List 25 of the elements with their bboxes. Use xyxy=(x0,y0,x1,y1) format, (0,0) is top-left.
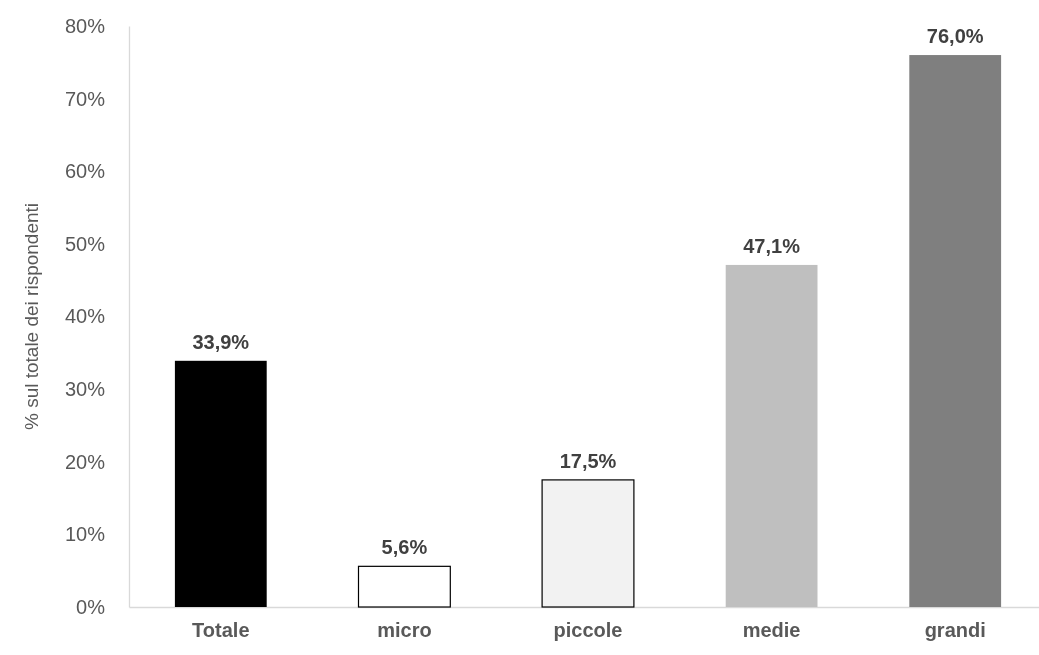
y-tick-label: 70% xyxy=(64,87,106,110)
y-tick-label: 40% xyxy=(64,305,106,328)
y-tick-label: 50% xyxy=(64,232,106,255)
y-tick-label: 20% xyxy=(64,450,106,473)
x-tick-label: Totale xyxy=(192,619,250,642)
bar xyxy=(909,55,1002,607)
data-label: 47,1% xyxy=(743,234,801,257)
data-label: 33,9% xyxy=(192,330,250,353)
y-tick-label: 0% xyxy=(76,595,106,618)
y-tick-label: 30% xyxy=(64,378,106,401)
y-axis-title: % sul totale dei rispondenti xyxy=(21,202,42,431)
data-label: 76,0% xyxy=(926,25,984,48)
x-tick-label: piccole xyxy=(553,619,623,642)
data-label: 5,6% xyxy=(381,536,428,559)
y-tick-label: 60% xyxy=(64,160,106,183)
y-tick-label: 10% xyxy=(64,523,106,546)
x-tick-label: micro xyxy=(377,619,432,642)
y-tick-label: 80% xyxy=(64,14,106,37)
data-label: 17,5% xyxy=(559,449,617,472)
bar xyxy=(541,479,635,608)
bar xyxy=(725,264,818,607)
bar xyxy=(357,565,451,608)
x-tick-label: medie xyxy=(742,619,801,642)
x-tick-label: grandi xyxy=(924,619,986,642)
bar xyxy=(174,360,267,607)
